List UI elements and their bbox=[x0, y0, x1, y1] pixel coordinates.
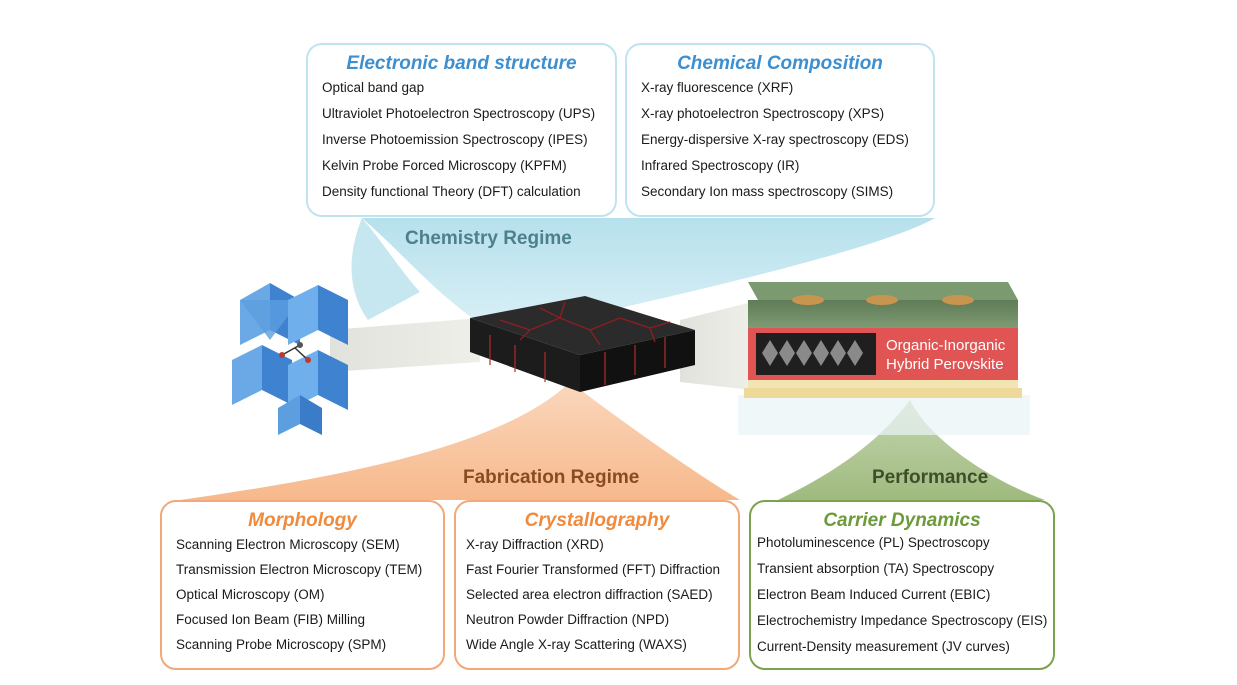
chemical-composition-box: Chemical Composition X-ray fluorescence … bbox=[625, 43, 935, 217]
morphology-item-3: Optical Microscopy (OM) bbox=[176, 587, 325, 602]
composition-item-2: X-ray photoelectron Spectroscopy (XPS) bbox=[641, 106, 885, 121]
band-item-3: Inverse Photoemission Spectroscopy (IPES… bbox=[322, 132, 588, 147]
carrier-item-3: Electron Beam Induced Current (EBIC) bbox=[757, 587, 991, 602]
band-structure-title: Electronic band structure bbox=[346, 53, 577, 74]
performance-regime-label: Performance bbox=[872, 467, 989, 488]
carrier-dynamics-title: Carrier Dynamics bbox=[823, 510, 981, 531]
fabrication-regime-label: Fabrication Regime bbox=[463, 467, 640, 488]
performance-ribbon bbox=[778, 400, 1045, 500]
crystallography-item-5: Wide Angle X-ray Scattering (WAXS) bbox=[466, 637, 687, 652]
crystallography-box: Crystallography X-ray Diffraction (XRD) … bbox=[454, 500, 740, 670]
band-structure-box: Electronic band structure Optical band g… bbox=[306, 43, 617, 217]
solar-device-graphic bbox=[738, 282, 1030, 435]
fabrication-ribbon bbox=[180, 382, 740, 500]
morphology-item-2: Transmission Electron Microscopy (TEM) bbox=[176, 562, 423, 577]
crystallography-item-4: Neutron Powder Diffraction (NPD) bbox=[466, 612, 670, 627]
composition-item-1: X-ray fluorescence (XRF) bbox=[641, 80, 794, 95]
carrier-item-5: Current-Density measurement (JV curves) bbox=[757, 639, 1010, 654]
morphology-title: Morphology bbox=[248, 510, 357, 531]
band-item-2: Ultraviolet Photoelectron Spectroscopy (… bbox=[322, 106, 596, 121]
carrier-item-4: Electrochemistry Impedance Spectroscopy … bbox=[757, 613, 1048, 628]
chemistry-ribbon bbox=[362, 218, 935, 335]
band-item-5: Density functional Theory (DFT) calculat… bbox=[322, 184, 581, 199]
crystallography-item-1: X-ray Diffraction (XRD) bbox=[466, 537, 604, 552]
perovskite-crystal-graphic bbox=[232, 283, 348, 435]
device-perovskite-label: Organic-Inorganic Hybrid Perovskite bbox=[886, 336, 1005, 374]
band-item-1: Optical band gap bbox=[322, 80, 425, 95]
composition-item-5: Secondary Ion mass spectroscopy (SIMS) bbox=[641, 184, 894, 199]
connector-beam-right bbox=[680, 302, 752, 390]
morphology-box: Morphology Scanning Electron Microscopy … bbox=[160, 500, 445, 670]
morphology-item-1: Scanning Electron Microscopy (SEM) bbox=[176, 537, 400, 552]
carrier-item-1: Photoluminescence (PL) Spectroscopy bbox=[757, 535, 990, 550]
chemistry-ribbon-tail bbox=[351, 218, 420, 320]
crystallography-item-3: Selected area electron diffraction (SAED… bbox=[466, 587, 713, 602]
morphology-item-5: Scanning Probe Microscopy (SPM) bbox=[176, 637, 387, 652]
composition-item-4: Infrared Spectroscopy (IR) bbox=[641, 158, 800, 173]
crystallography-item-2: Fast Fourier Transformed (FFT) Diffracti… bbox=[466, 562, 721, 577]
chemical-composition-title: Chemical Composition bbox=[677, 53, 883, 74]
band-item-4: Kelvin Probe Forced Microscopy (KPFM) bbox=[322, 158, 567, 173]
carrier-item-2: Transient absorption (TA) Spectroscopy bbox=[757, 561, 995, 576]
chemistry-regime-label: Chemistry Regime bbox=[405, 228, 572, 249]
device-label-line2: Hybrid Perovskite bbox=[886, 356, 1004, 373]
device-label-line1: Organic-Inorganic bbox=[886, 337, 1006, 354]
morphology-item-4: Focused Ion Beam (FIB) Milling bbox=[176, 612, 366, 627]
crystallography-title: Crystallography bbox=[524, 510, 670, 531]
composition-item-3: Energy-dispersive X-ray spectroscopy (ED… bbox=[641, 132, 909, 147]
connector-beam-left bbox=[330, 318, 480, 372]
carrier-dynamics-box: Carrier Dynamics Photoluminescence (PL) … bbox=[749, 500, 1055, 670]
perovskite-film-graphic bbox=[470, 296, 695, 392]
